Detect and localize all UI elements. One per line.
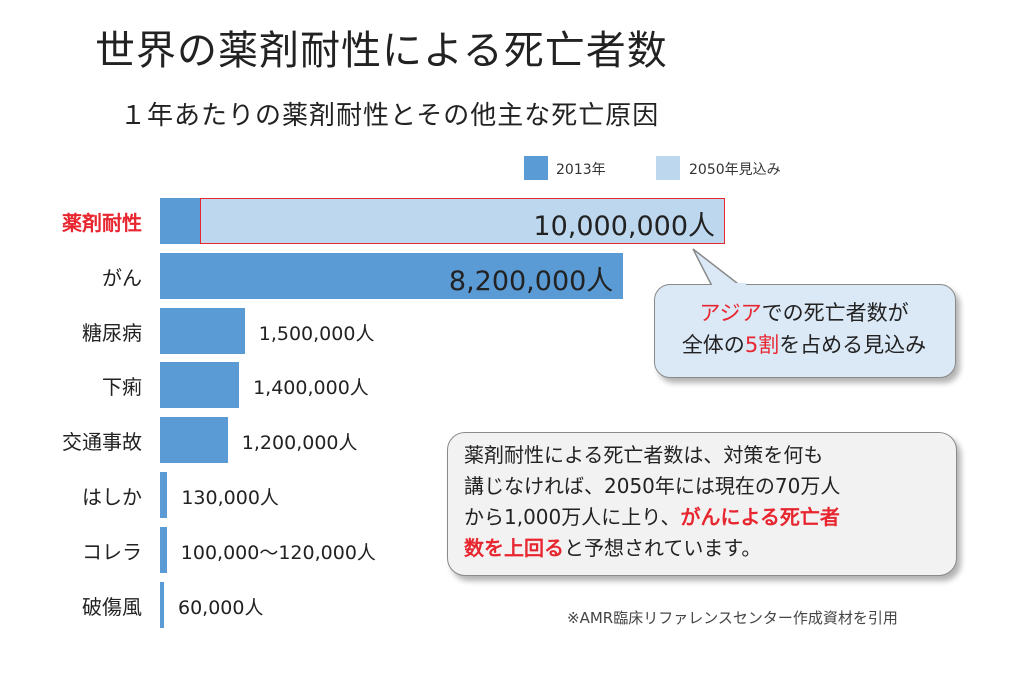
data-label: 8,200,000人 <box>448 266 614 297</box>
asia-half-highlight: 5割 <box>744 333 780 357</box>
chart-title: 世界の薬剤耐性による死亡者数 <box>95 28 668 74</box>
data-label: 1,400,000人 <box>253 377 369 399</box>
summary-note-line3: から1,000万人に上り、がんによる死亡者 <box>464 502 948 533</box>
asia-callout-text: アジアでの死亡者数が 全体の5割を占める見込み <box>654 297 954 361</box>
summary-note-highlight-1: がんによる死亡者 <box>680 505 840 529</box>
bar-2013 <box>160 198 200 244</box>
summary-note-text-4b: と予想されています。 <box>564 536 762 560</box>
category-label: 糖尿病 <box>82 321 142 345</box>
data-label: 1,500,000人 <box>258 323 375 345</box>
asia-callout-text-2: 全体の <box>681 333 745 357</box>
bar-2013 <box>160 417 228 463</box>
asia-callout-line1: アジアでの死亡者数が <box>654 297 954 329</box>
summary-note-line1: 薬剤耐性による死亡者数は、対策を何も <box>464 443 824 467</box>
summary-note-text: 薬剤耐性による死亡者数は、対策を何も 講じなければ、2050年には現在の70万人… <box>464 440 948 564</box>
category-label: 薬剤耐性 <box>62 211 142 235</box>
summary-note-line4: 数を上回ると予想されています。 <box>464 533 948 564</box>
chart-subtitle: １年あたりの薬剤耐性とその他主な死亡原因 <box>120 101 660 131</box>
bar-2013 <box>160 582 164 628</box>
bar-2013 <box>160 362 240 408</box>
summary-note-text-3a: から1,000万人に上り、 <box>464 505 681 529</box>
asia-callout <box>654 284 956 378</box>
category-label: コレラ <box>82 540 142 564</box>
data-label: 60,000人 <box>178 597 264 619</box>
legend-swatch-2050 <box>656 156 680 180</box>
summary-note-box <box>447 432 957 576</box>
category-label: 破傷風 <box>82 595 142 619</box>
data-label: 100,000〜120,000人 <box>180 542 376 564</box>
asia-callout-line2: 全体の5割を占める見込み <box>654 329 954 361</box>
asia-callout-text-1: での死亡者数が <box>761 301 909 325</box>
data-label: 1,200,000人 <box>241 432 358 454</box>
summary-note-line2: 講じなければ、2050年には現在の70万人 <box>464 474 841 498</box>
bar-2013 <box>160 308 245 354</box>
asia-highlight: アジア <box>699 301 762 325</box>
summary-note-highlight-2: 数を上回る <box>464 536 564 560</box>
asia-callout-text-3: を占める見込み <box>779 333 927 357</box>
category-label: がん <box>102 266 142 290</box>
bar-2013 <box>160 253 624 299</box>
legend-swatch-2013 <box>524 156 548 180</box>
projection-outline <box>199 198 725 244</box>
category-label: 下痢 <box>102 375 142 399</box>
category-label: はしか <box>82 485 142 509</box>
bar-2013 <box>160 527 167 573</box>
bar-2013 <box>160 472 168 518</box>
category-label: 交通事故 <box>62 430 142 454</box>
source-note: ※AMR臨床リファレンスセンター作成資材を引用 <box>567 609 898 627</box>
legend-label-2013: 2013年 <box>556 162 606 178</box>
asia-callout-seam <box>712 283 746 287</box>
bar-2050-projection <box>160 198 725 244</box>
data-label: 130,000人 <box>181 487 279 509</box>
legend-label-2050: 2050年見込み <box>689 162 781 178</box>
data-label: 10,000,000人 <box>533 211 715 242</box>
